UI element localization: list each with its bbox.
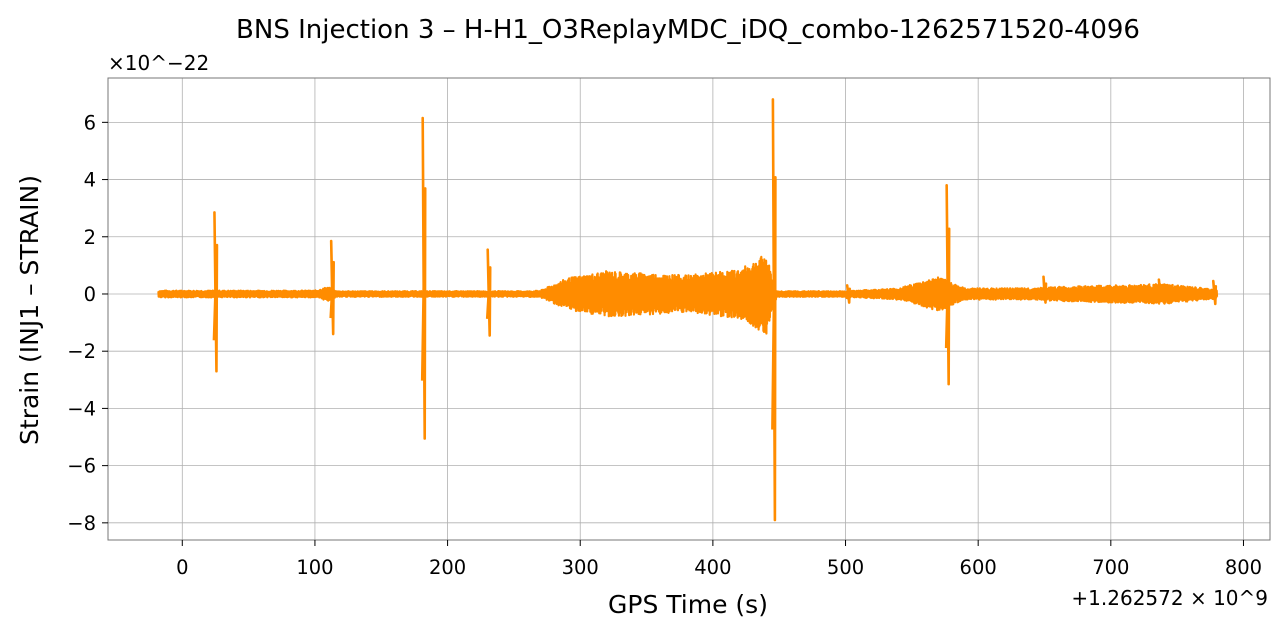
strain-spike xyxy=(1041,275,1048,304)
y-tick-label: −4 xyxy=(67,397,96,420)
strain-spike xyxy=(1157,278,1163,303)
plot-frame xyxy=(107,77,1271,541)
x-tick-label: 600 xyxy=(960,556,997,579)
x-tick-label: 800 xyxy=(1225,556,1262,579)
plot-area: 0 100 200 300 400 500 600 700 800 −8 −6 −4 −2 0 2 4 6 xyxy=(67,77,1271,579)
strain-spike xyxy=(485,248,492,337)
x-tick-label: 200 xyxy=(429,556,466,579)
strain-spike xyxy=(329,239,335,336)
y-tick-label: −2 xyxy=(67,340,96,363)
y-tick-label: 4 xyxy=(84,169,96,192)
strain-spike xyxy=(771,98,777,522)
strain-spike xyxy=(944,183,951,386)
x-tick-label: 500 xyxy=(827,556,864,579)
y-tick-label: −8 xyxy=(67,512,96,535)
strain-spike xyxy=(1211,279,1218,306)
x-axis-label: GPS Time (s) xyxy=(608,590,768,619)
x-tick-label: 0 xyxy=(176,556,188,579)
x-tick-label: 300 xyxy=(562,556,599,579)
y-scale-label: ×10^−22 xyxy=(108,51,209,75)
y-tick-label: 2 xyxy=(84,226,96,249)
x-tick-label: 400 xyxy=(694,556,731,579)
chart-title: BNS Injection 3 – H-H1_O3ReplayMDC_iDQ_c… xyxy=(236,15,1140,45)
x-tick-label: 700 xyxy=(1092,556,1129,579)
y-tick-label: 6 xyxy=(84,111,96,134)
y-tick-label: 0 xyxy=(84,283,96,306)
y-axis-label: Strain (INJ1 – STRAIN) xyxy=(15,175,44,445)
x-offset-label: +1.262572 × 10^9 xyxy=(1071,586,1268,610)
strain-spike xyxy=(845,284,851,304)
strain-spike xyxy=(212,211,219,373)
x-tick-label: 100 xyxy=(296,556,333,579)
strain-spike xyxy=(420,116,427,440)
strain-series-line xyxy=(157,255,1219,335)
y-tick-label: −6 xyxy=(67,455,96,478)
